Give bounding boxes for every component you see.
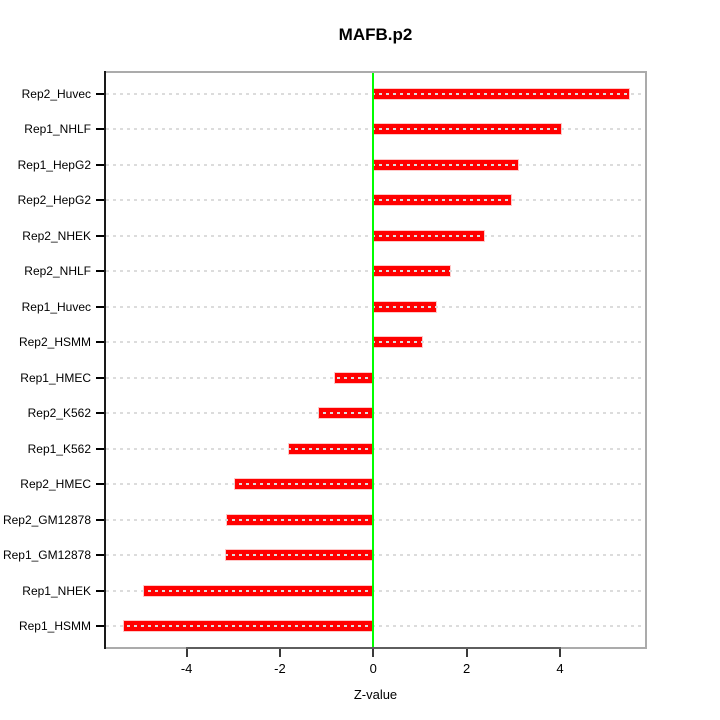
category-label: Rep1_HMEC	[20, 370, 91, 385]
category-label: Rep1_HSMM	[18, 619, 91, 633]
category-label: Rep2_NHLF	[24, 264, 91, 279]
gridline	[106, 412, 645, 415]
gridline	[106, 270, 645, 273]
y-axis-line	[104, 71, 106, 649]
y-axis-tick	[96, 163, 104, 166]
plot-border-top	[104, 71, 647, 73]
gridline	[106, 128, 645, 131]
x-axis-label: Z-value	[353, 687, 398, 702]
category-label: Rep1_Huvec	[21, 299, 91, 314]
category-label: Rep1_HepG2	[17, 157, 91, 172]
y-axis-tick	[96, 483, 104, 486]
y-axis-tick	[96, 270, 104, 273]
y-axis-tick	[96, 234, 104, 237]
category-label: Rep1_NHEK	[22, 583, 91, 598]
plot-area	[104, 71, 647, 649]
x-tick-label: 2	[463, 661, 471, 676]
category-label: Rep2_GM12878	[2, 512, 91, 527]
category-label: Rep2_HSMM	[18, 335, 91, 350]
gridline	[106, 625, 645, 627]
gridline	[106, 341, 645, 344]
gridline	[106, 483, 645, 486]
x-axis-tick	[185, 649, 188, 657]
category-label: Rep1_GM12878	[2, 548, 91, 563]
x-axis-tick	[465, 649, 468, 657]
y-axis-tick	[96, 589, 104, 592]
gridline	[106, 199, 645, 202]
x-tick-label: 4	[556, 661, 564, 676]
category-label: Rep2_K562	[27, 406, 91, 421]
gridline	[106, 305, 645, 308]
zero-line	[372, 73, 375, 647]
gridline	[106, 447, 645, 450]
chart-title: MAFB.p2	[338, 25, 413, 44]
x-axis-tick	[278, 649, 281, 657]
y-axis-tick	[96, 305, 104, 308]
category-label: Rep1_NHLF	[24, 122, 91, 137]
y-axis-tick	[96, 447, 104, 450]
x-tick-label: -4	[180, 661, 193, 676]
y-axis-tick	[96, 128, 104, 131]
y-axis-tick	[96, 376, 104, 379]
category-label: Rep2_HepG2	[17, 193, 91, 208]
plot-border-right	[645, 71, 647, 649]
x-axis-tick	[558, 649, 561, 657]
gridline	[106, 93, 645, 95]
x-tick-label: 0	[369, 661, 377, 676]
category-label: Rep2_NHEK	[22, 228, 91, 243]
gridline	[106, 554, 645, 557]
y-axis-tick	[96, 518, 104, 521]
y-axis-tick	[96, 341, 104, 344]
x-tick-label: -2	[274, 661, 286, 676]
y-axis-tick	[96, 625, 104, 627]
gridline	[106, 234, 645, 237]
category-label: Rep1_K562	[27, 441, 91, 456]
gridline	[106, 518, 645, 521]
y-axis-tick	[96, 554, 104, 557]
category-label: Rep2_HMEC	[20, 477, 91, 492]
x-axis-tick	[372, 649, 375, 657]
y-axis-tick	[96, 412, 104, 415]
gridline	[106, 376, 645, 379]
gridline	[106, 163, 645, 166]
gridline	[106, 589, 645, 592]
category-label: Rep2_Huvec	[21, 87, 91, 101]
y-axis-tick	[96, 93, 104, 95]
y-axis-tick	[96, 199, 104, 202]
x-axis-line	[185, 647, 561, 649]
